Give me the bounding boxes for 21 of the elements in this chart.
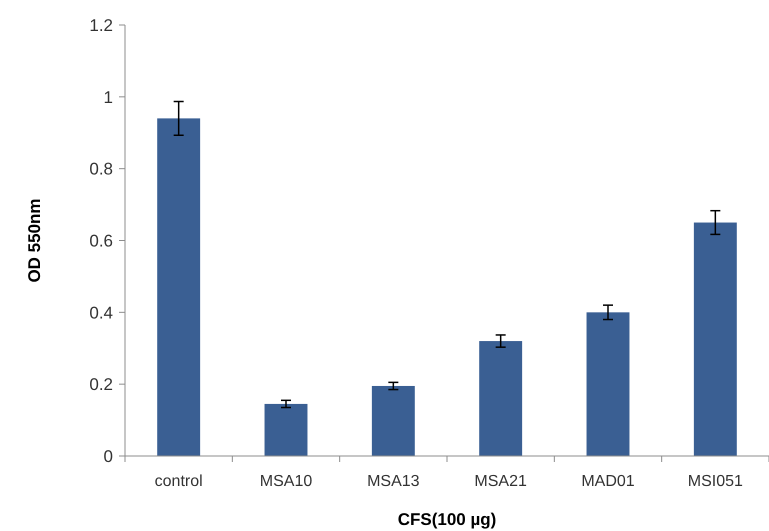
y-tick-label: 0.2 [89, 375, 113, 394]
x-tick-label: MAD01 [581, 473, 635, 490]
y-axis-title: OD 550nm [25, 198, 44, 283]
x-axis-title: CFS(100 µg) [398, 510, 496, 529]
y-tick-label: 0.8 [89, 160, 113, 179]
bar [157, 118, 200, 456]
y-tick-label: 1.2 [89, 16, 113, 35]
bar [694, 222, 737, 456]
x-tick-label: MSA10 [260, 473, 312, 490]
bar [479, 341, 522, 456]
bar [372, 386, 415, 456]
x-tick-label: MSA21 [474, 473, 528, 490]
y-tick-label: 1 [104, 88, 113, 107]
y-tick-label: 0.4 [89, 303, 113, 322]
bar [586, 312, 630, 456]
y-tick-label: 0 [104, 446, 113, 466]
x-tick-label: MSA13 [367, 473, 420, 490]
x-tick-label: MSI051 [688, 473, 744, 490]
bar [264, 404, 308, 456]
x-tick-label: control [154, 473, 203, 490]
y-tick-label: 0.6 [89, 231, 113, 250]
